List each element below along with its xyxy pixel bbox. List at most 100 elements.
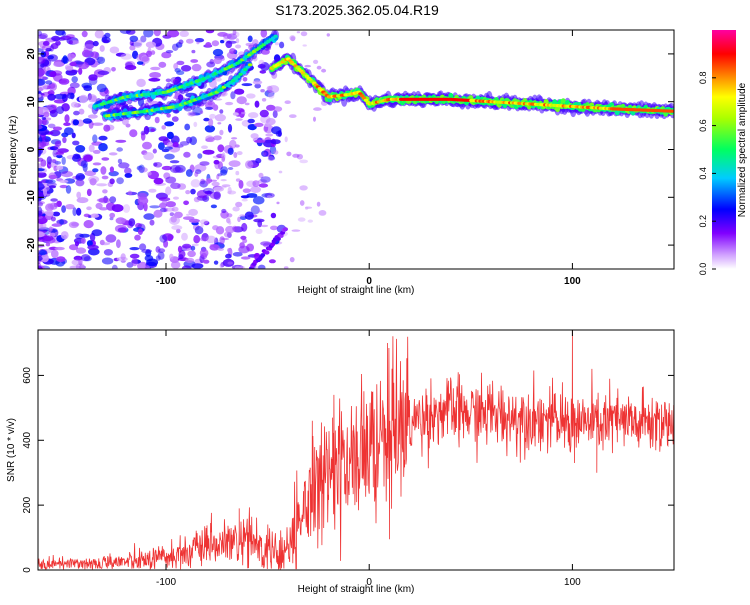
noise-blob [213,260,219,265]
noise-blob [190,179,201,188]
noise-blob [181,232,188,241]
noise-blob [61,31,67,37]
snr-y-ticks: 0 200 400 600 [22,367,674,573]
noise-blob [170,261,181,269]
noise-blob [241,198,248,202]
noise-blob [105,234,117,243]
noise-blob [162,233,174,241]
noise-blob [101,157,110,161]
noise-blob [159,207,167,213]
noise-blob [176,70,185,75]
noise-blob [318,210,327,216]
noise-blob [61,156,66,165]
colorbar-ticks: 0.0 0.2 0.4 0.6 0.8 [698,72,716,276]
snr-frame [37,329,675,571]
noise-blob [264,250,270,255]
noise-blob [252,196,265,205]
noise-blob [204,125,216,133]
noise-blob [153,162,163,168]
noise-blob [65,185,72,194]
noise-blob [278,170,283,174]
noise-blob [62,136,67,144]
noise-blob [116,239,121,249]
noise-blob [164,121,175,127]
noise-blob [270,139,281,145]
noise-blob [45,179,56,185]
noise-blob [300,31,308,37]
noise-blob [126,262,134,268]
noise-blob [97,56,106,64]
noise-blob [258,179,268,184]
noise-blob [211,181,220,187]
noise-blob [221,208,227,214]
noise-blob [272,106,283,112]
noise-blob [247,35,253,43]
noise-blob [165,50,174,54]
noise-blob [199,161,210,166]
noise-blob [143,152,155,161]
noise-blob [90,213,100,218]
noise-blob [190,59,199,63]
noise-blob [144,265,150,269]
noise-blob [227,123,233,133]
noise-blob [109,46,120,54]
noise-blob [94,30,104,39]
noise-blob [265,118,276,126]
x-tick-label: 0 [366,577,372,588]
noise-blob [194,226,204,235]
noise-blob [72,140,80,146]
noise-blob [148,188,157,193]
noise-blob [87,94,97,103]
noise-blob [178,39,184,45]
noise-blob [76,207,82,216]
noise-blob [278,233,284,238]
noise-blob [279,41,285,49]
noise-blob [227,167,234,170]
noise-blob [138,164,145,174]
noise-blob [48,226,53,232]
noise-blob [46,182,57,187]
noise-blob [284,136,288,143]
noise-blob [227,147,234,155]
noise-blob [65,66,74,71]
noise-blob [254,122,264,127]
noise-blob [78,67,83,75]
noise-blob [166,131,174,140]
noise-blob [101,36,111,44]
noise-blob [80,160,88,168]
noise-blob [234,144,240,148]
noise-blob [276,201,280,205]
noise-blob [165,186,172,196]
noise-blob [239,266,246,269]
noise-blob [88,144,95,153]
x-tick-label: 0 [366,276,372,287]
noise-blob [38,157,44,162]
noise-blob [283,266,289,269]
noise-blob [75,61,85,65]
noise-blob [41,44,52,51]
noise-blob [59,219,64,225]
noise-blob [196,41,200,45]
noise-blob [215,226,225,235]
noise-blob [228,160,241,168]
noise-blob [219,263,223,268]
noise-blob [155,255,161,261]
noise-blob [153,30,161,37]
noise-blob [87,244,99,250]
noise-blob [254,83,261,89]
colorbar-tick-label: 0.0 [698,263,708,276]
noise-blob [38,94,42,98]
noise-blob [137,228,143,235]
noise-blob [199,110,204,114]
noise-blob [84,170,97,177]
noise-blob [101,257,114,265]
noise-blob [92,122,104,126]
noise-blob [255,228,263,234]
noise-blob [236,96,247,105]
noise-blob [239,242,245,249]
noise-blob [227,248,232,253]
ridge-peak [670,109,674,113]
noise-blob [145,41,156,48]
noise-blob [220,179,227,182]
